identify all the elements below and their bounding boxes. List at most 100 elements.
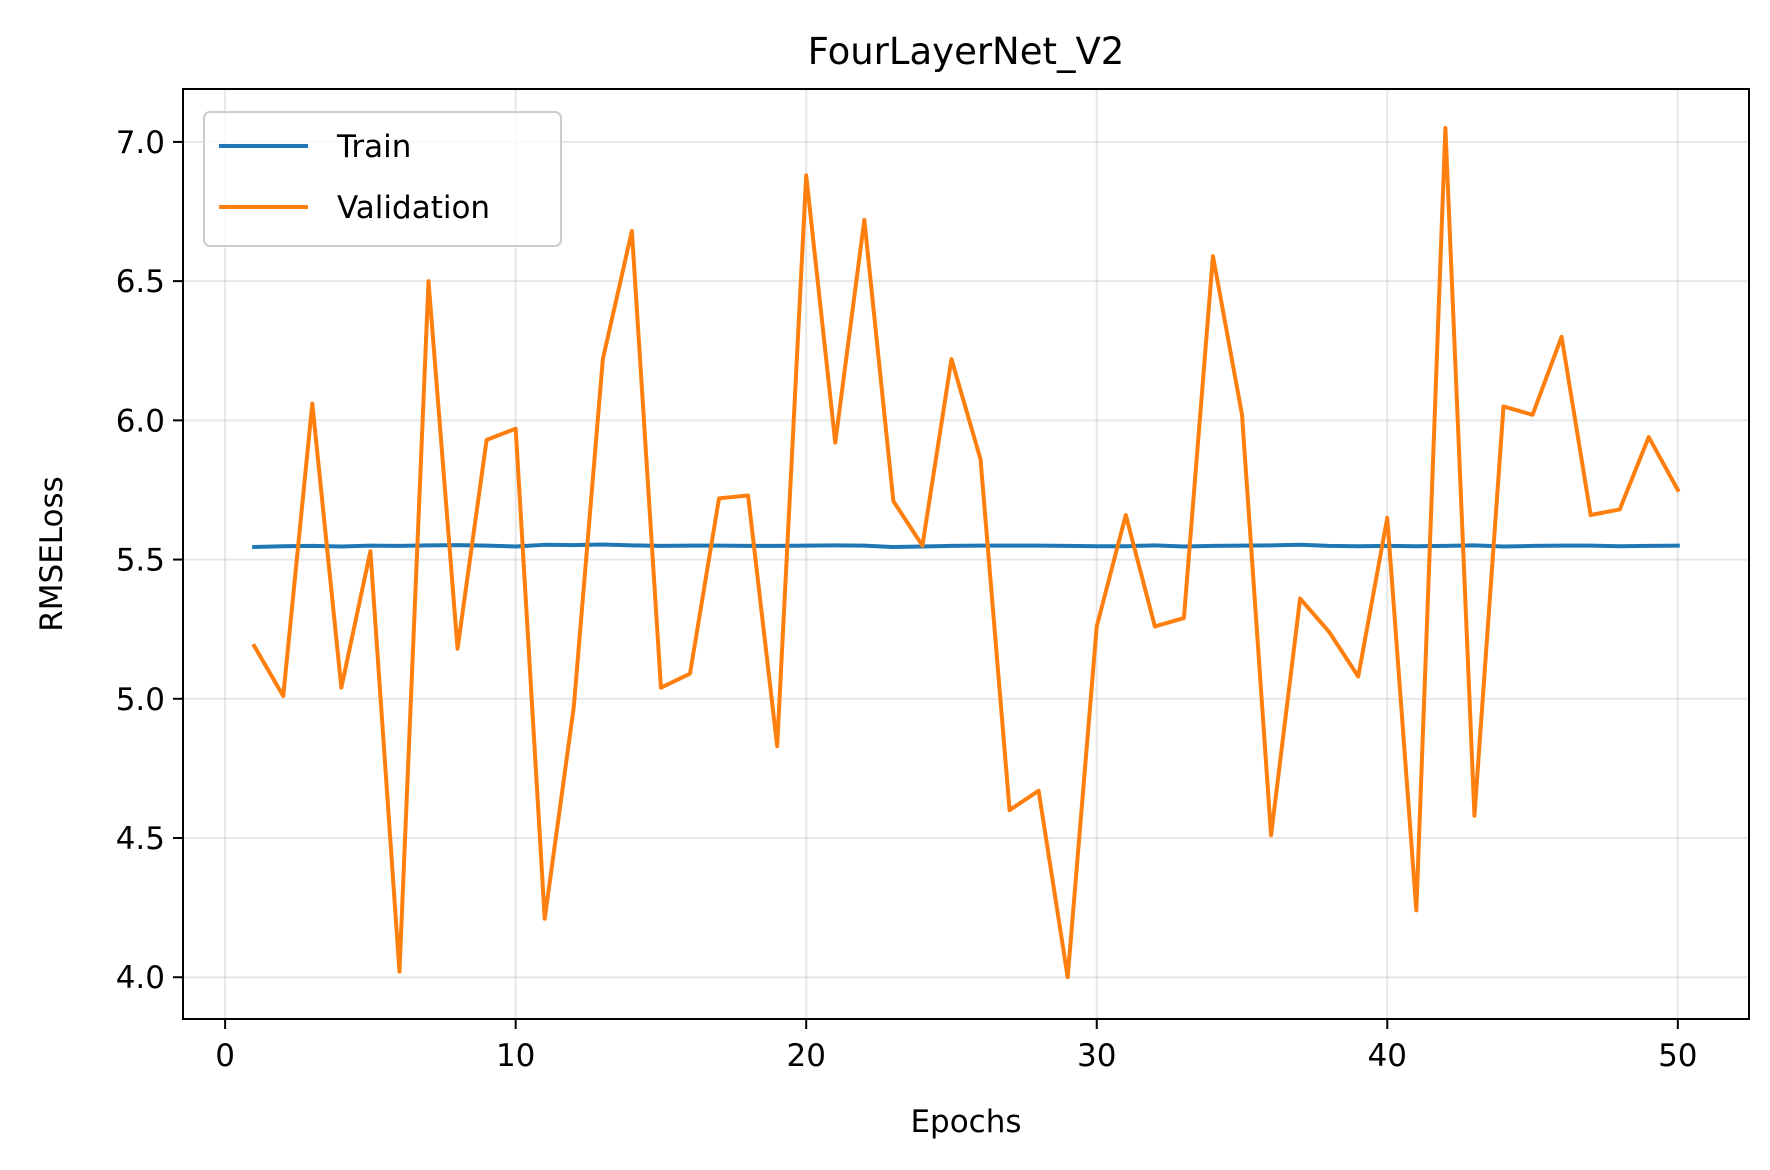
data-point-validation	[1532, 414, 1533, 415]
legend: Train Validation	[203, 111, 562, 247]
data-point-validation	[1358, 676, 1359, 677]
data-point-train	[1648, 545, 1649, 546]
data-point-train	[1329, 545, 1330, 546]
chart-title: FourLayerNet_V2	[808, 30, 1125, 73]
data-point-train	[980, 545, 981, 546]
data-point-train	[457, 545, 458, 546]
data-point-validation	[1329, 631, 1330, 632]
data-point-train	[341, 546, 342, 547]
data-point-train	[1590, 545, 1591, 546]
data-point-train	[864, 545, 865, 546]
data-point-train	[1445, 545, 1446, 546]
data-point-train	[254, 547, 255, 548]
data-point-validation	[864, 219, 865, 220]
data-point-train	[1125, 546, 1126, 547]
legend-train-label: Train	[336, 129, 411, 165]
data-point-validation	[893, 501, 894, 502]
data-point-validation	[602, 359, 603, 360]
data-point-train	[1677, 545, 1678, 546]
y-tick-label: 4.5	[116, 821, 165, 857]
data-point-validation	[428, 281, 429, 282]
data-point-train	[544, 544, 545, 545]
data-point-validation	[1154, 626, 1155, 627]
data-point-validation	[1300, 598, 1301, 599]
data-point-train	[1067, 545, 1068, 546]
data-point-train	[486, 545, 487, 546]
data-point-validation	[1445, 127, 1446, 128]
data-point-validation	[370, 551, 371, 552]
data-point-train	[748, 545, 749, 546]
data-point-validation	[806, 175, 807, 176]
data-point-train	[312, 545, 313, 546]
data-point-train	[689, 545, 690, 546]
data-point-train	[283, 546, 284, 547]
data-point-validation	[951, 359, 952, 360]
data-point-train	[602, 544, 603, 545]
y-tick-label: 6.5	[116, 264, 165, 300]
data-point-train	[1183, 546, 1184, 547]
data-point-validation	[486, 439, 487, 440]
data-point-train	[1300, 544, 1301, 545]
x-tick-label: 40	[1368, 1038, 1407, 1074]
data-point-train	[777, 545, 778, 546]
data-point-train	[1271, 545, 1272, 546]
data-point-validation	[1474, 815, 1475, 816]
data-point-validation	[1648, 437, 1649, 438]
y-axis-label: RMSELoss	[34, 476, 70, 632]
data-point-validation	[1416, 910, 1417, 911]
series-line-train	[252, 542, 1680, 550]
data-point-validation	[1561, 336, 1562, 337]
data-point-train	[951, 545, 952, 546]
data-point-validation	[777, 746, 778, 747]
data-point-train	[835, 545, 836, 546]
data-point-validation	[1387, 517, 1388, 518]
data-point-validation	[835, 442, 836, 443]
data-point-train	[1561, 545, 1562, 546]
data-point-train	[573, 545, 574, 546]
data-point-train	[1212, 545, 1213, 546]
data-point-validation	[399, 971, 400, 972]
data-point-validation	[1183, 618, 1184, 619]
y-tick-label: 6.0	[116, 403, 165, 439]
y-tick-label: 4.0	[116, 960, 165, 996]
data-point-validation	[1242, 414, 1243, 415]
data-point-validation	[1096, 626, 1097, 627]
data-point-validation	[660, 687, 661, 688]
data-point-train	[631, 545, 632, 546]
y-tick-label: 5.5	[116, 543, 165, 579]
y-tick-label: 7.0	[116, 125, 165, 161]
plot-frame	[182, 88, 1750, 1020]
data-point-train	[893, 547, 894, 548]
data-point-train	[1009, 545, 1010, 546]
data-point-validation	[1067, 977, 1068, 978]
data-point-train	[660, 545, 661, 546]
data-point-validation	[980, 459, 981, 460]
data-point-train	[719, 545, 720, 546]
data-point-train	[428, 545, 429, 546]
data-point-validation	[283, 696, 284, 697]
x-tick-label: 0	[215, 1038, 235, 1074]
x-tick-label: 30	[1077, 1038, 1116, 1074]
data-point-train	[515, 546, 516, 547]
data-point-train	[1038, 545, 1039, 546]
data-point-train	[1416, 546, 1417, 547]
x-axis-label: Epochs	[910, 1104, 1021, 1140]
data-point-validation	[573, 707, 574, 708]
data-point-train	[1474, 545, 1475, 546]
data-point-validation	[1677, 489, 1678, 490]
data-point-validation	[312, 403, 313, 404]
data-point-validation	[515, 428, 516, 429]
data-point-validation	[1503, 406, 1504, 407]
data-point-validation	[922, 545, 923, 546]
data-point-validation	[1125, 515, 1126, 516]
data-point-validation	[254, 645, 255, 646]
data-point-train	[1242, 545, 1243, 546]
x-tick-label: 20	[786, 1038, 825, 1074]
data-point-train	[806, 545, 807, 546]
data-point-train	[1358, 546, 1359, 547]
data-point-validation	[719, 498, 720, 499]
data-point-validation	[748, 495, 749, 496]
data-point-validation	[1038, 790, 1039, 791]
